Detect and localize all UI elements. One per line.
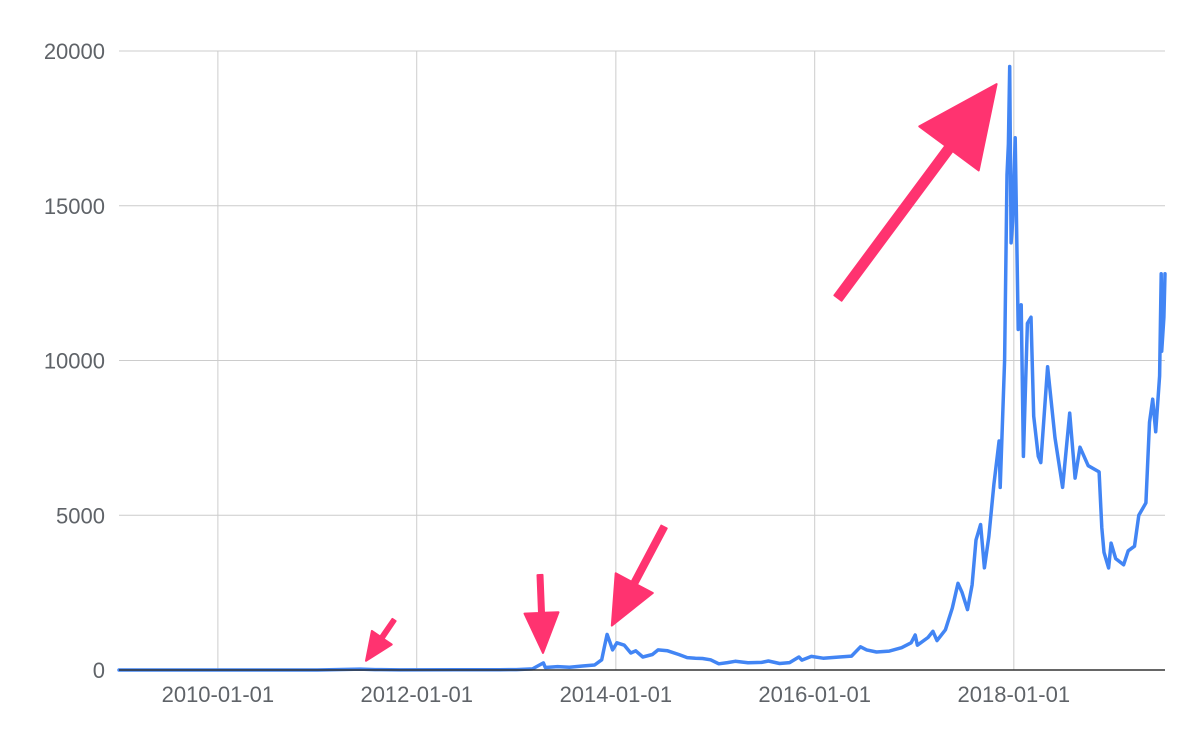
annotation-arrows [365,83,998,662]
x-tick-label: 2016-01-01 [758,682,871,707]
gridlines [119,50,1165,670]
y-tick-label: 5000 [56,503,105,528]
series-layer [117,64,1167,672]
y-tick-label: 15000 [44,194,105,219]
x-tick-label: 2010-01-01 [162,682,275,707]
price-series-line [117,64,1167,672]
x-axis-tick-labels: 2010-01-01 2012-01-01 2014-01-01 2016-01-01… [162,682,1070,707]
y-axis-tick-labels: 0 5000 10000 15000 20000 [44,39,105,683]
x-tick-label: 2012-01-01 [360,682,473,707]
y-tick-label: 20000 [44,39,105,64]
y-tick-label: 0 [93,658,105,683]
y-tick-label: 10000 [44,349,105,374]
annotation-arrow [365,617,397,662]
annotation-arrow [833,83,998,302]
x-tick-label: 2014-01-01 [560,682,673,707]
annotation-arrow [610,524,668,627]
annotation-arrow [523,573,560,654]
x-tick-label: 2018-01-01 [958,682,1071,707]
